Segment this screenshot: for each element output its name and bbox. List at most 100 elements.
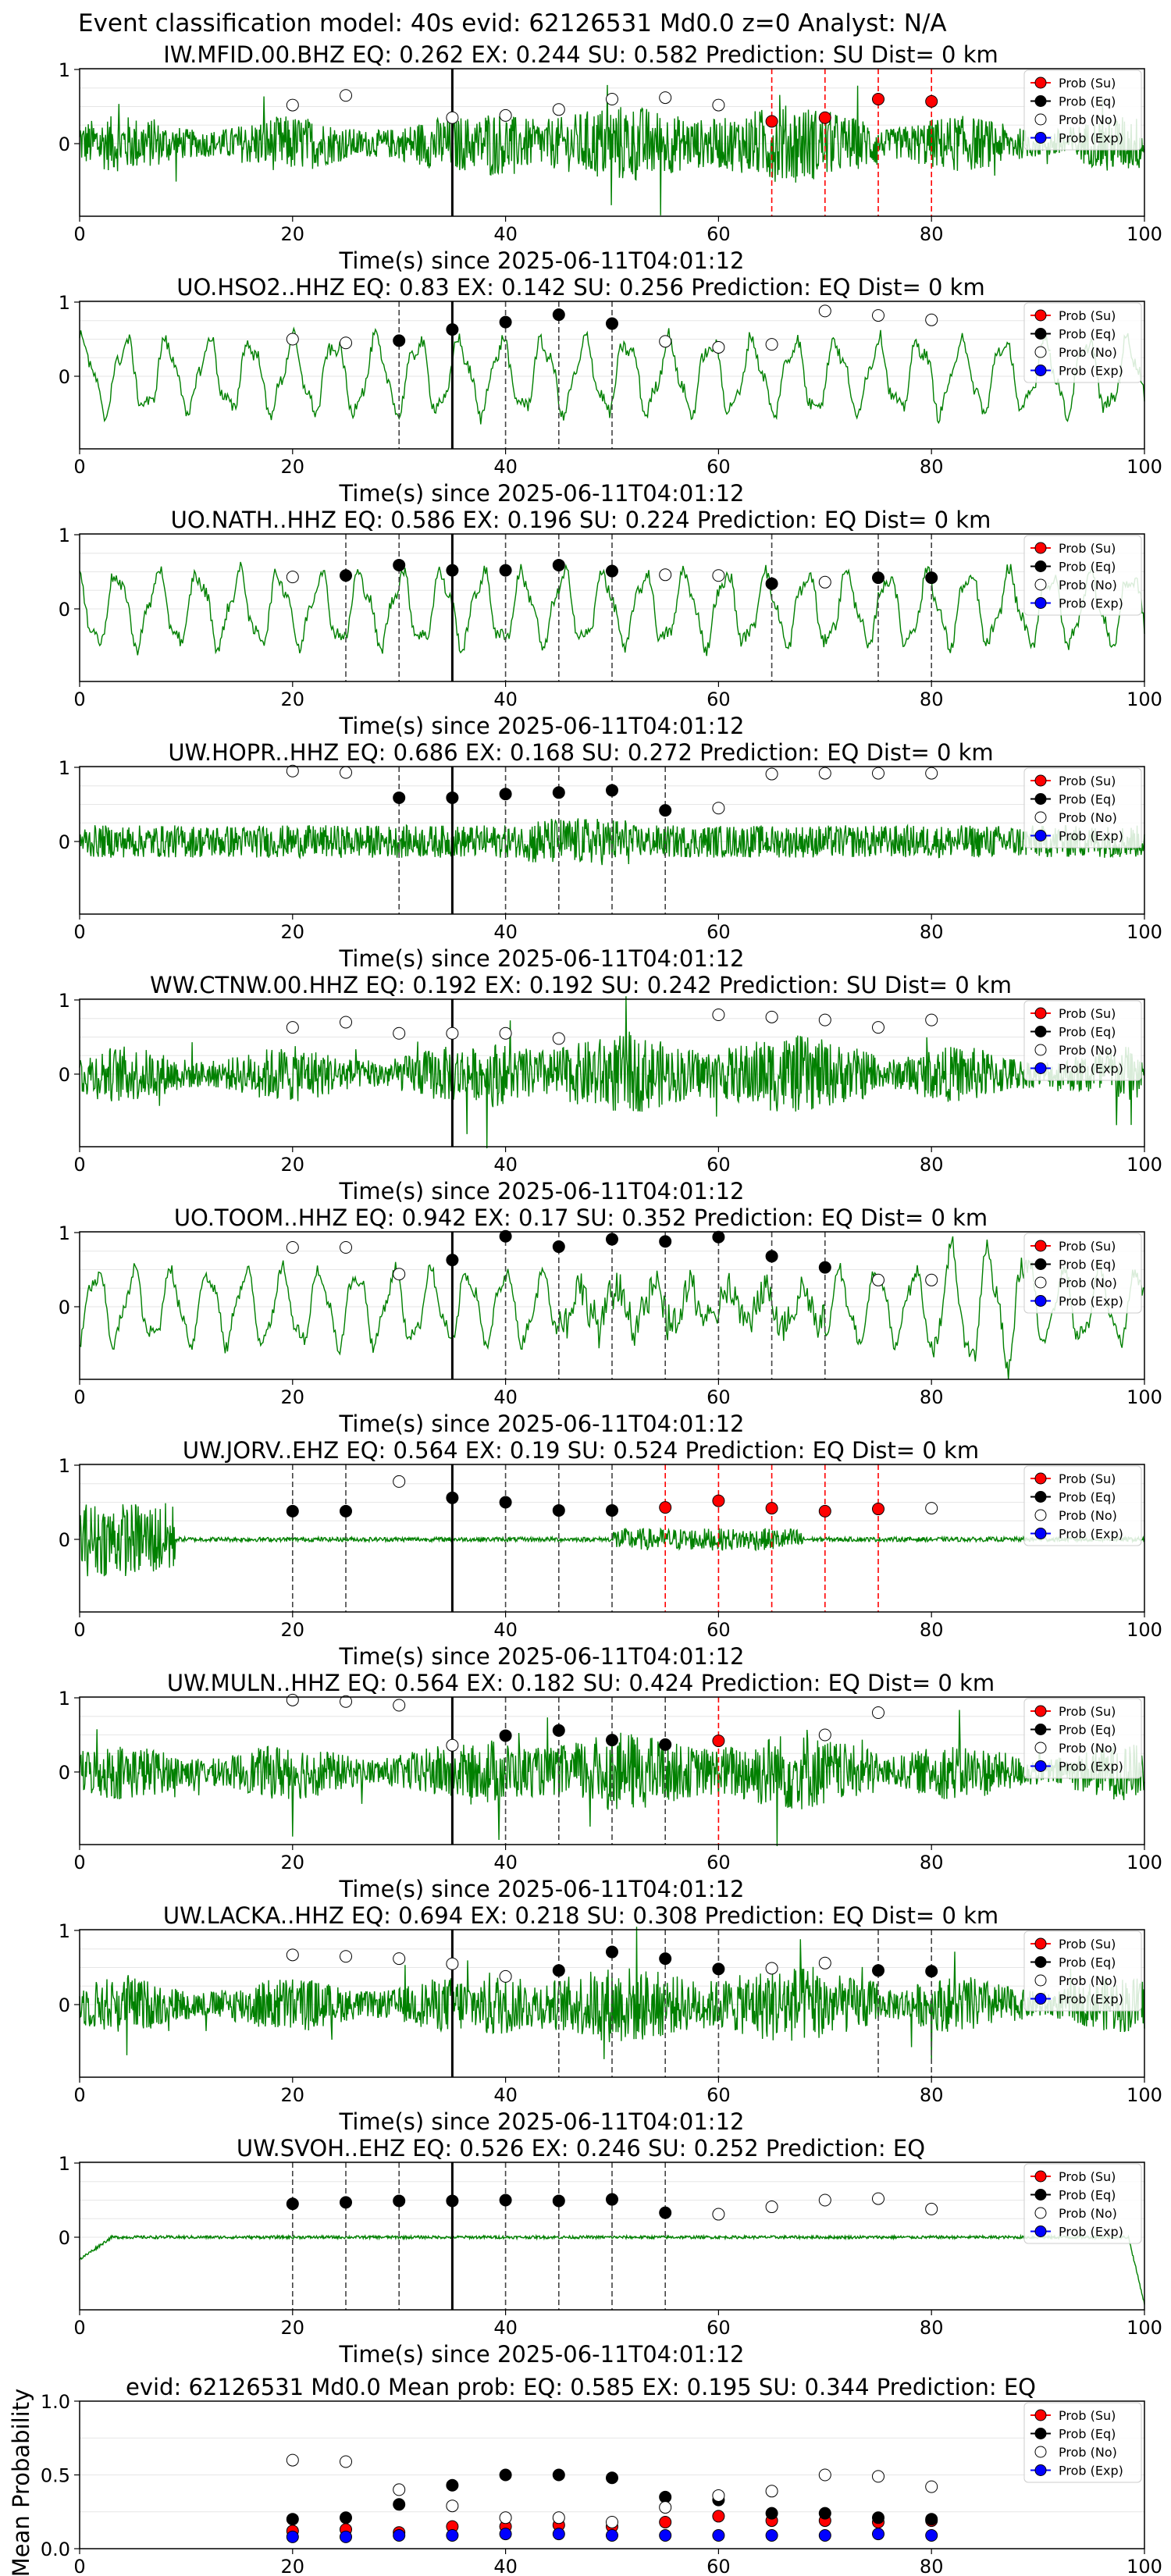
legend-label-no: Prob (No) [1059, 1973, 1117, 1988]
legend-marker-exp [1034, 1993, 1047, 2005]
mean-marker-eq [340, 2511, 352, 2524]
legend-marker-su [1034, 1937, 1047, 1950]
prob-marker-no [712, 1009, 725, 1021]
prob-marker-eq [552, 558, 565, 571]
axes-frame [79, 1929, 1145, 2078]
legend-marker-exp [1034, 132, 1047, 144]
x-axis-label: Time(s) since 2025-06-11T04:01:12 [339, 1876, 745, 1902]
x-tick-label: 80 [920, 688, 944, 710]
mean-marker-eq [552, 2468, 565, 2482]
x-tick-label: 60 [707, 1154, 731, 1176]
x-tick-label: 100 [1127, 2317, 1162, 2339]
y-tick-label: 1 [59, 757, 70, 779]
prob-marker-eq [286, 2197, 299, 2211]
legend-marker-eq [1034, 95, 1047, 107]
x-tick-label: 100 [1127, 1852, 1162, 1873]
prob-marker-no [712, 802, 725, 815]
mean-marker-exp [499, 2528, 512, 2541]
legend-marker-su [1034, 2170, 1047, 2183]
x-tick-label: 20 [281, 921, 305, 943]
prob-marker-no [286, 571, 299, 584]
prob-marker-no [712, 340, 725, 354]
legend-label-eq: Prob (Eq) [1059, 1955, 1116, 1970]
prob-marker-eq [340, 569, 352, 582]
prob-marker-no [765, 1010, 778, 1023]
prob-marker-eq [393, 558, 406, 571]
legend-box [1023, 1465, 1142, 1546]
x-tick-label: 60 [707, 223, 731, 245]
prob-marker-eq [340, 2196, 352, 2209]
panel-title: UW.SVOH..EHZ EQ: 0.526 EX: 0.246 SU: 0.2… [237, 2135, 925, 2161]
prob-marker-no [393, 1475, 406, 1488]
legend-marker-su [1034, 2409, 1047, 2421]
legend-label-su: Prob (Su) [1059, 1006, 1116, 1021]
legend-label-su: Prob (Su) [1059, 1471, 1116, 1486]
mean-marker-no [552, 2511, 565, 2524]
legend-marker-no [1034, 811, 1047, 824]
mean-marker-exp [606, 2528, 618, 2542]
waveform-trace [79, 561, 1145, 656]
mean-marker-exp [659, 2528, 672, 2542]
legend-label-su: Prob (Su) [1059, 774, 1116, 788]
prob-marker-no [340, 1950, 352, 1963]
prob-marker-su [872, 1503, 884, 1516]
prob-marker-su [818, 1504, 831, 1517]
prob-marker-no [286, 333, 299, 346]
legend-marker-eq [1034, 1258, 1047, 1270]
legend-marker-exp [1034, 1760, 1047, 1772]
y-tick-label: 1 [59, 1920, 70, 1942]
legend-label-su: Prob (Su) [1059, 2408, 1116, 2423]
legend-box [1023, 1930, 1142, 2012]
prob-marker-no [765, 767, 778, 781]
x-tick-label: 0 [73, 2556, 85, 2576]
prob-marker-su [925, 94, 938, 108]
x-tick-label: 60 [707, 1386, 731, 1408]
legend-label-su: Prob (Su) [1059, 541, 1116, 556]
x-tick-label: 40 [493, 456, 518, 478]
legend-label-eq: Prob (Eq) [1059, 327, 1116, 342]
x-tick-label: 40 [493, 1154, 518, 1176]
legend-marker-no [1034, 578, 1047, 591]
x-tick-label: 20 [281, 456, 305, 478]
prob-marker-no [925, 1013, 938, 1026]
prob-marker-no [712, 569, 725, 582]
prob-marker-eq [446, 2194, 459, 2208]
prob-marker-no [446, 111, 459, 124]
legend-box [1023, 535, 1142, 616]
mean-marker-eq [393, 2498, 406, 2511]
legend-marker-su [1034, 542, 1047, 554]
mean-marker-exp [552, 2528, 565, 2541]
x-tick-label: 80 [920, 223, 944, 245]
legend-label-exp: Prob (Exp) [1059, 2464, 1123, 2478]
legend-marker-exp [1034, 597, 1047, 609]
y-tick-label: 0 [59, 1064, 70, 1086]
axes-frame [79, 68, 1145, 217]
mean-marker-no [499, 2511, 512, 2524]
mean-marker-exp [765, 2528, 778, 2542]
panel-title: UW.MULN..HHZ EQ: 0.564 EX: 0.182 SU: 0.4… [167, 1670, 995, 1696]
prob-marker-no [925, 2202, 938, 2215]
legend-label-eq: Prob (Eq) [1059, 2427, 1116, 2442]
prob-marker-eq [606, 1233, 618, 1246]
axes-frame [79, 1231, 1145, 1380]
prob-marker-no [659, 568, 672, 582]
legend-marker-no [1034, 1974, 1047, 1987]
x-tick-label: 80 [920, 1386, 944, 1408]
prob-marker-eq [659, 1952, 672, 1966]
legend-label-su: Prob (Su) [1059, 76, 1116, 91]
legend-box [1023, 2163, 1142, 2244]
y-tick-label: 0.0 [41, 2539, 70, 2560]
x-tick-label: 20 [281, 1852, 305, 1873]
x-tick-label: 100 [1127, 688, 1162, 710]
legend-label-eq: Prob (Eq) [1059, 1258, 1116, 1272]
prob-marker-eq [606, 317, 618, 330]
panel-title: UO.NATH..HHZ EQ: 0.586 EX: 0.196 SU: 0.2… [171, 507, 991, 533]
prob-marker-no [340, 766, 352, 779]
prob-marker-eq [499, 1496, 512, 1509]
x-axis-label: Time(s) since 2025-06-11T04:01:12 [339, 2341, 745, 2368]
legend-marker-su [1034, 309, 1047, 322]
prob-marker-eq [606, 1503, 618, 1517]
prob-marker-eq [552, 1503, 565, 1517]
